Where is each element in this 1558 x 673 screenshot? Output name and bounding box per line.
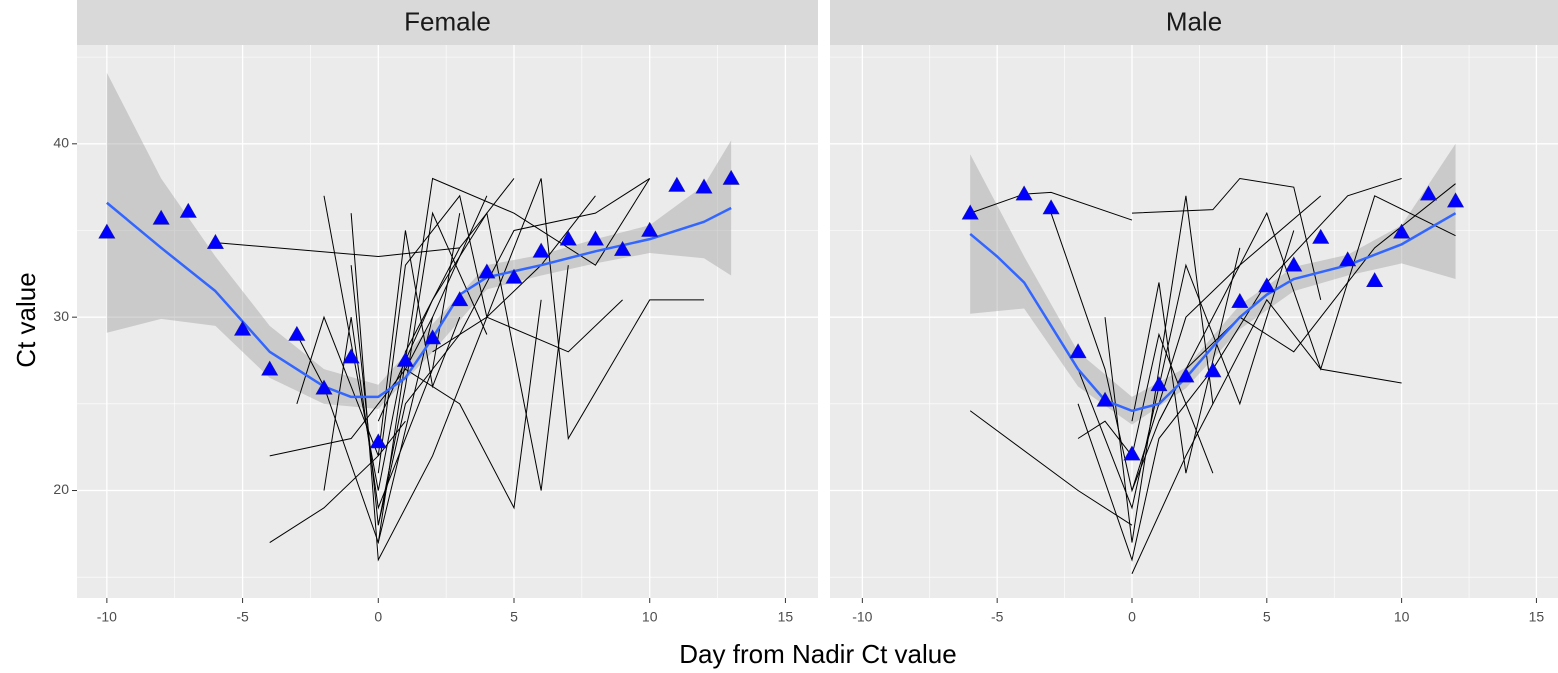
mean-marker <box>206 234 224 249</box>
mean-marker <box>396 351 414 367</box>
mean-marker <box>478 263 496 279</box>
x-tick-label: 0 <box>1128 609 1136 625</box>
subject-line <box>377 177 651 543</box>
x-tick-label: -10 <box>852 609 872 625</box>
mean-marker <box>1069 343 1087 359</box>
subject-line <box>269 316 434 457</box>
mean-marker <box>1258 277 1276 293</box>
mean-marker <box>586 230 604 246</box>
mean-marker <box>614 240 632 256</box>
subject-line <box>323 213 461 510</box>
y-tick-label: 20 <box>53 481 69 497</box>
mean-marker <box>1231 292 1249 308</box>
mean-marker <box>261 360 279 376</box>
x-tick-label: -5 <box>991 609 1004 625</box>
strip <box>830 0 1558 45</box>
y-tick-label: 30 <box>53 308 69 324</box>
y-tick-label: 40 <box>53 135 69 151</box>
subject-line <box>377 211 569 491</box>
smooth-line <box>969 212 1457 413</box>
mean-marker <box>1366 272 1384 288</box>
mean-marker <box>1096 391 1114 407</box>
mean-marker <box>424 329 442 345</box>
subject-line <box>1131 298 1402 574</box>
subject-line <box>1131 247 1241 474</box>
mean-marker <box>559 230 577 246</box>
x-tick-label: 15 <box>778 609 794 625</box>
x-tick-label: 5 <box>1263 609 1271 625</box>
mean-marker <box>722 169 740 185</box>
subject-line <box>377 178 650 526</box>
mean-marker <box>1042 199 1060 215</box>
mean-marker <box>1015 185 1033 201</box>
subject-line <box>1131 177 1322 300</box>
mean-marker <box>1150 376 1168 392</box>
x-tick-label: 10 <box>1394 609 1410 625</box>
mean-marker <box>342 348 360 364</box>
mean-marker <box>1204 362 1222 378</box>
mean-marker <box>961 204 979 220</box>
mean-marker <box>1339 251 1357 267</box>
subject-line <box>377 194 623 474</box>
subject-line <box>350 195 596 562</box>
mean-marker <box>234 320 252 336</box>
x-tick-label: 5 <box>510 609 518 625</box>
x-tick-label: 10 <box>642 609 658 625</box>
subject-line <box>269 420 406 543</box>
strip-label: Male <box>1166 6 1222 36</box>
subject-line <box>970 191 1133 221</box>
mean-marker <box>179 202 197 218</box>
plot-area <box>830 45 1558 598</box>
mean-marker <box>98 223 116 239</box>
subject-line <box>323 178 515 491</box>
subject-line <box>432 178 704 441</box>
mean-marker <box>1393 223 1411 239</box>
subject-line <box>1158 195 1456 422</box>
panel <box>77 45 818 598</box>
mean-marker <box>1447 192 1465 208</box>
y-axis-title: Ct value <box>11 272 41 367</box>
mean-marker <box>451 291 469 307</box>
confidence-band <box>106 72 732 410</box>
x-tick-label: -5 <box>236 609 249 625</box>
subject-line <box>350 211 488 526</box>
strip <box>77 0 818 45</box>
subject-line <box>1077 230 1295 510</box>
plot-area <box>77 45 818 598</box>
mean-marker <box>1420 185 1438 201</box>
subject-line <box>215 242 460 257</box>
mean-marker <box>505 268 523 284</box>
mean-marker <box>152 209 170 225</box>
x-axis-title: Day from Nadir Ct value <box>679 639 956 669</box>
mean-marker <box>315 379 333 395</box>
subject-line <box>296 230 461 457</box>
strip-label: Female <box>404 6 491 36</box>
mean-marker <box>641 221 659 237</box>
mean-marker <box>532 242 550 258</box>
mean-marker <box>1312 228 1330 244</box>
mean-marker <box>288 325 306 341</box>
x-tick-label: 15 <box>1529 609 1545 625</box>
mean-marker <box>369 433 387 449</box>
mean-marker <box>1123 445 1141 461</box>
x-tick-label: -10 <box>97 609 117 625</box>
mean-marker <box>695 178 713 194</box>
panel <box>830 45 1558 598</box>
mean-marker <box>1285 256 1303 272</box>
mean-marker <box>1177 367 1195 383</box>
mean-marker <box>668 176 686 192</box>
x-tick-label: 0 <box>374 609 382 625</box>
subject-line <box>969 410 1133 526</box>
